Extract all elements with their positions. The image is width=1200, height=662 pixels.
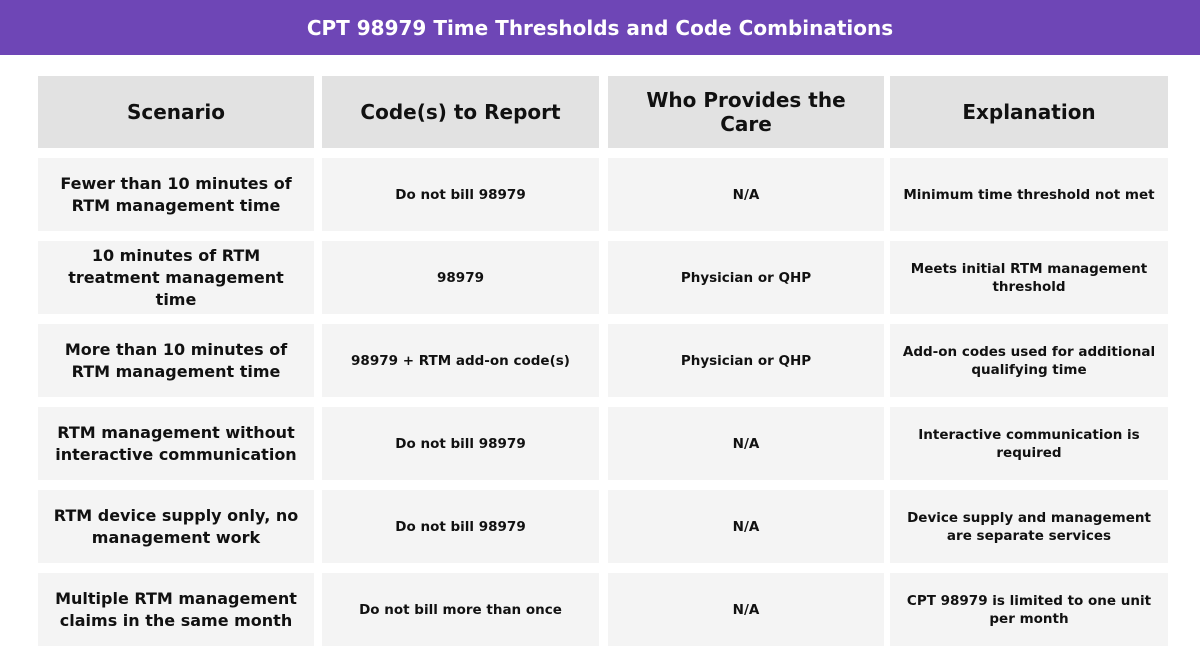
column-header: Code(s) to Report [322, 76, 599, 148]
scenario-cell: RTM device supply only, no management wo… [38, 490, 314, 563]
table-cell: 98979 + RTM add-on code(s) [322, 324, 599, 397]
column-header: Explanation [890, 76, 1168, 148]
table-cell: 98979 [322, 241, 599, 314]
table-cell: Physician or QHP [608, 241, 884, 314]
table-cell: Meets initial RTM management threshold [890, 241, 1168, 314]
table-cell: N/A [608, 573, 884, 646]
scenario-cell: Fewer than 10 minutes of RTM management … [38, 158, 314, 231]
table-cell: Do not bill 98979 [322, 490, 599, 563]
column-header: Scenario [38, 76, 314, 148]
table-cell: Do not bill 98979 [322, 407, 599, 480]
table-cell: Physician or QHP [608, 324, 884, 397]
table-cell: Add-on codes used for additional qualify… [890, 324, 1168, 397]
scenario-cell: Multiple RTM management claims in the sa… [38, 573, 314, 646]
table-cell: N/A [608, 407, 884, 480]
table-cell: Do not bill 98979 [322, 158, 599, 231]
scenario-cell: 10 minutes of RTM treatment management t… [38, 241, 314, 314]
table-cell: N/A [608, 158, 884, 231]
table-cell: Do not bill more than once [322, 573, 599, 646]
table-cell: Interactive communication is required [890, 407, 1168, 480]
scenario-cell: More than 10 minutes of RTM management t… [38, 324, 314, 397]
column-header: Who Provides the Care [608, 76, 884, 148]
page-title: CPT 98979 Time Thresholds and Code Combi… [306, 15, 894, 40]
table-cell: Minimum time threshold not met [890, 158, 1168, 231]
scenario-cell: RTM management without interactive commu… [38, 407, 314, 480]
table-cell: CPT 98979 is limited to one unit per mon… [890, 573, 1168, 646]
table-cell: Device supply and management are separat… [890, 490, 1168, 563]
table-cell: N/A [608, 490, 884, 563]
title-bar: CPT 98979 Time Thresholds and Code Combi… [0, 0, 1200, 55]
